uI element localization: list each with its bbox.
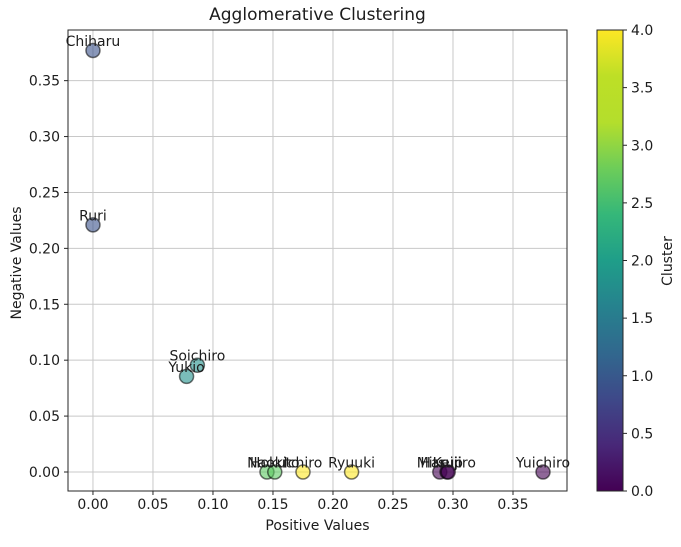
point-label: Naoki	[247, 455, 287, 471]
colorbar-tick-label: 1.0	[631, 369, 653, 385]
data-point	[440, 464, 456, 480]
x-tick-label: 0.05	[137, 497, 168, 513]
y-axis-label: Negative Values	[9, 206, 25, 320]
colorbar-tick-label: 3.5	[631, 81, 653, 97]
data-point	[343, 464, 360, 480]
colorbar-tick-label: 2.5	[631, 196, 653, 212]
point-label: Ichiro	[284, 455, 323, 471]
y-tick-label: 0.35	[29, 74, 60, 90]
data-point	[295, 464, 311, 480]
colorbar-tick-label: 1.5	[631, 311, 653, 327]
colorbar-gradient	[597, 30, 623, 491]
point-label: Ruri	[79, 208, 107, 224]
data-point	[267, 464, 283, 480]
x-tick-label: 0.10	[197, 497, 228, 513]
data-point	[85, 42, 101, 59]
point-label: Ryuuki	[328, 455, 375, 471]
x-tick-label: 0.20	[317, 497, 348, 513]
colorbar-tick-label: 0.0	[631, 484, 653, 500]
point-label: Soichiro	[169, 349, 225, 365]
data-point	[178, 368, 195, 385]
colorbar-tick-label: 3.0	[631, 138, 653, 154]
x-tick-label: 0.35	[497, 497, 528, 513]
x-tick-label: 0.25	[377, 497, 408, 513]
x-axis-label: Positive Values	[265, 518, 370, 534]
x-tick-label: 0.30	[437, 497, 468, 513]
y-tick-label: 0.25	[29, 185, 60, 201]
data-point	[189, 357, 206, 373]
plot-spines	[67, 29, 568, 492]
point-label: Keiji	[433, 455, 462, 471]
point-label: Yuichiro	[515, 455, 570, 471]
point-label: Hokuto	[250, 455, 300, 471]
point-label: Harujiro	[420, 455, 476, 471]
x-tick-label: 0.15	[257, 497, 288, 513]
point-label: Chiharu	[66, 34, 121, 50]
y-tick-label: 0.20	[29, 241, 60, 257]
y-tick-label: 0.10	[29, 353, 60, 369]
point-label: Yukio	[167, 360, 204, 376]
colorbar-tick-label: 2.0	[631, 254, 653, 270]
data-point	[85, 217, 101, 233]
chart-title: Agglomerative Clustering	[209, 5, 426, 25]
y-tick-label: 0.05	[29, 409, 60, 425]
y-tick-label: 0.30	[29, 130, 60, 146]
data-point	[535, 464, 551, 480]
colorbar-tick-label: 4.0	[631, 23, 653, 39]
point-label: Mitsuo	[417, 455, 463, 471]
colorbar-label: Cluster	[660, 236, 676, 286]
y-tick-label: 0.15	[29, 297, 60, 313]
x-tick-label: 0.00	[77, 497, 108, 513]
y-tick-label: 0.00	[29, 465, 60, 481]
colorbar-tick-label: 0.5	[631, 426, 653, 442]
